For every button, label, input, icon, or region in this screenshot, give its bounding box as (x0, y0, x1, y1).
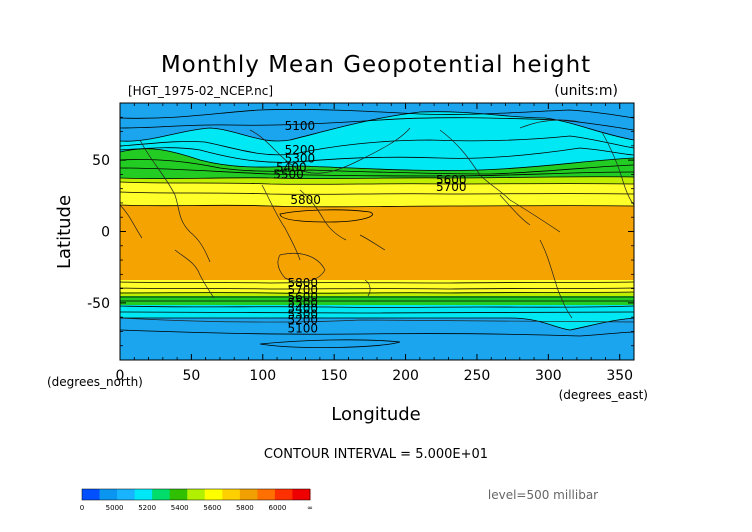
contour-interval-label: CONTOUR INTERVAL = 5.000E+01 (264, 447, 488, 462)
colorbar-tick-label: 6000 (269, 504, 287, 512)
y-tick-label: 0 (101, 225, 110, 241)
contour-label: 5800 (287, 276, 318, 290)
x-tick-label: 50 (182, 368, 200, 384)
contour-label: 5600 (436, 173, 467, 187)
band-5300-5500-south (120, 296, 634, 308)
colorbar-tick-label: 5600 (203, 504, 221, 512)
chart-title: Monthly Mean Geopotential height (161, 52, 591, 78)
colorbar-swatch (134, 489, 153, 500)
colorbar-frame (81, 488, 311, 501)
contour-label: 5400 (287, 302, 318, 316)
x-tick-label: 0 (116, 368, 125, 384)
colorbar-tick-label: 5000 (106, 504, 124, 512)
colorbar-tick-label: ∞ (307, 504, 313, 512)
x-tick-label: 350 (606, 368, 633, 384)
coastlines (120, 119, 634, 323)
colorbar-tick-label: 0 (80, 504, 84, 512)
band-5500-5600-south (120, 292, 634, 297)
x-tick-label: 100 (249, 368, 276, 384)
contour-label: 5300 (287, 307, 318, 321)
y-tick-label: -50 (87, 296, 110, 312)
x-unit-label: (degrees_east) (559, 388, 648, 402)
colorbar-swatch (99, 489, 118, 500)
colorbar-swatch (239, 489, 258, 500)
band-5100-5300-north (120, 111, 634, 174)
colorbar-swatch (222, 489, 241, 500)
colorbar-tick-label: 5800 (236, 504, 254, 512)
contour-lines (120, 109, 634, 349)
contour-label: 5100 (287, 322, 318, 336)
colorbar-swatch (274, 489, 293, 500)
contour-label: 5200 (287, 313, 318, 327)
x-tick-label: 200 (392, 368, 419, 384)
y-axis-label: Latitude (54, 195, 75, 269)
y-axis-ticks: -50 0 50 (87, 116, 634, 347)
level-label: level=500 millibar (488, 488, 598, 502)
contour-label: 5600 (287, 290, 318, 304)
contour-label: 5300 (285, 152, 316, 166)
band-5100-5300-south (120, 305, 634, 330)
y-unit-label: (degrees_north) (47, 375, 143, 389)
x-tick-label: 150 (321, 368, 348, 384)
colorbar (81, 488, 311, 501)
units-label: (units:m) (554, 83, 618, 99)
colorbar-swatch (117, 489, 136, 500)
contour-label: 5700 (287, 283, 318, 297)
contour-label: 5200 (285, 143, 316, 157)
band-5600-5800-north (120, 182, 634, 208)
x-tick-label: 250 (464, 368, 491, 384)
y-tick-label: 50 (92, 153, 110, 169)
colorbar-swatch (257, 489, 276, 500)
x-axis-ticks: 0 50 100 150 200 250 300 350 (116, 103, 635, 384)
contour-label: 5700 (436, 180, 467, 194)
band-5600-5800-south (120, 280, 634, 294)
contour-label: 5100 (285, 119, 316, 133)
colorbar-tick-label: 5400 (171, 504, 189, 512)
contour-label: 5400 (276, 160, 307, 174)
contour-label: 5800 (290, 193, 321, 207)
colorbar-swatch (204, 489, 223, 500)
contour-label: 5500 (287, 296, 318, 310)
colorbar-swatch (152, 489, 171, 500)
colorbar-swatch (187, 489, 206, 500)
colorbar-labels: 0 5000 5200 5400 5600 5800 6000 ∞ (80, 504, 313, 512)
file-label: [HGT_1975-02_NCEP.nc] (128, 84, 273, 98)
colorbar-swatch (292, 489, 311, 500)
contour-label: 5500 (273, 167, 304, 181)
x-axis-label: Longitude (331, 404, 421, 425)
band-above-5800 (120, 205, 634, 283)
colorbar-tick-label: 5200 (138, 504, 156, 512)
x-tick-label: 300 (535, 368, 562, 384)
colorbar-swatch (169, 489, 188, 500)
colorbar-swatch (82, 489, 101, 500)
